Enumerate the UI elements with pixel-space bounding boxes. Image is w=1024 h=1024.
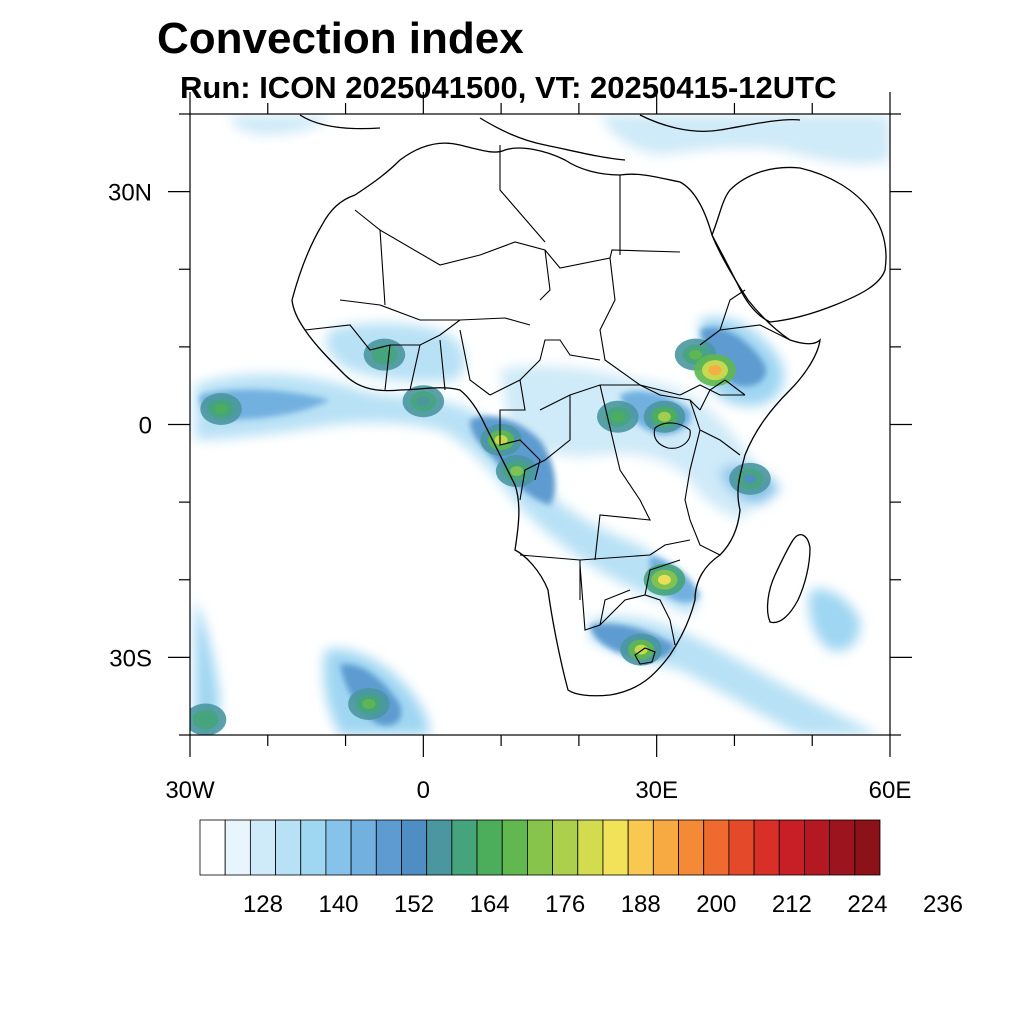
colorbar-bin — [401, 819, 428, 876]
colorbar-bin — [426, 819, 453, 876]
lon-tick-label: 60E — [869, 777, 912, 804]
colorbar-bin — [652, 819, 679, 876]
madagascar-east-band — [808, 589, 861, 651]
colorbar-bin — [552, 819, 579, 876]
lat-tick-label: 30N — [108, 180, 152, 207]
colorbar-label: 128 — [243, 891, 283, 918]
southwest-band — [195, 600, 220, 735]
colorbar-bin — [728, 819, 755, 876]
colorbar-label: 152 — [394, 891, 434, 918]
colorbar-bin — [627, 819, 654, 876]
colorbar-bin — [300, 819, 327, 876]
colorbar-bin — [753, 819, 780, 876]
lon-tick-label: 0 — [417, 777, 430, 804]
axis-ticks — [168, 92, 912, 757]
colorbar — [199, 819, 881, 876]
colorbar-bin — [199, 819, 226, 876]
convection-cell — [657, 411, 671, 422]
colorbar-label: 140 — [318, 891, 358, 918]
colorbar-label: 200 — [696, 891, 736, 918]
ethiopia-cell — [700, 327, 766, 387]
lat-tick-label: 30S — [109, 645, 152, 672]
colorbar-label: 188 — [621, 891, 661, 918]
convection-cell — [743, 473, 757, 484]
colorbar-bin — [854, 819, 881, 876]
convection-cell — [214, 403, 228, 414]
colorbar-bin — [829, 819, 856, 876]
colorbar-label: 176 — [545, 891, 585, 918]
colorbar-bin — [778, 819, 805, 876]
colorbar-label: 224 — [847, 891, 887, 918]
convection-cell — [708, 365, 722, 376]
convection-cell — [510, 466, 524, 477]
lesotho-border — [634, 647, 656, 665]
borders-south — [519, 539, 691, 646]
convection-cell — [689, 349, 703, 360]
convection-cell — [362, 698, 376, 709]
arabia-coastline — [711, 166, 887, 323]
axis-tick-labels: 30W 0 30E 60E 30N 0 30S — [108, 180, 911, 804]
convection-cell — [657, 574, 671, 585]
colorbar-bin — [249, 819, 276, 876]
borders-east — [679, 289, 791, 556]
chart-title: Convection index — [157, 14, 524, 63]
convection-cell — [611, 411, 625, 422]
borders-central — [489, 339, 746, 561]
colorbar-bin — [501, 819, 528, 876]
colorbar-bin — [602, 819, 629, 876]
colorbar-bin — [527, 819, 553, 876]
colorbar-bin — [703, 819, 730, 876]
lon-tick-label: 30W — [165, 777, 215, 804]
lake-victoria — [653, 422, 691, 449]
colorbar-label: 164 — [470, 891, 510, 918]
africa-coastline — [291, 142, 821, 697]
madagascar-coastline — [766, 534, 811, 624]
colorbar-bin — [476, 819, 503, 876]
colorbar-bin — [577, 819, 604, 876]
convection-cells — [190, 338, 771, 735]
colorbar-bin — [350, 819, 377, 876]
colorbar-label: 212 — [772, 891, 812, 918]
colorbar-labels: 128 140 152 164 176 188 200 212 224 236 — [243, 891, 963, 918]
colorbar-bin — [275, 819, 302, 876]
colorbar-bin — [451, 819, 478, 876]
colorbar-bin — [804, 819, 831, 876]
convection-cell — [199, 714, 213, 725]
mediterranean-coast — [299, 114, 801, 161]
borders-north — [339, 145, 681, 396]
colorbar-bin — [325, 819, 352, 876]
convection-cell — [416, 396, 430, 407]
convection-cell — [494, 435, 508, 446]
convection-cell — [634, 644, 648, 655]
colorbar-bin — [224, 819, 251, 876]
convection-cell — [377, 349, 391, 360]
convection-field — [190, 115, 890, 735]
lon-tick-label: 30E — [635, 777, 678, 804]
colorbar-bin — [375, 819, 402, 876]
country-borders — [304, 145, 791, 665]
north-band-1 — [230, 115, 330, 135]
borders-west — [304, 319, 491, 396]
colorbar-label: 236 — [923, 891, 963, 918]
coastlines — [291, 114, 887, 697]
lat-tick-label: 0 — [139, 413, 152, 440]
chart-subtitle: Run: ICON 2025041500, VT: 20250415-12UTC — [180, 70, 837, 105]
colorbar-bin — [678, 819, 705, 876]
